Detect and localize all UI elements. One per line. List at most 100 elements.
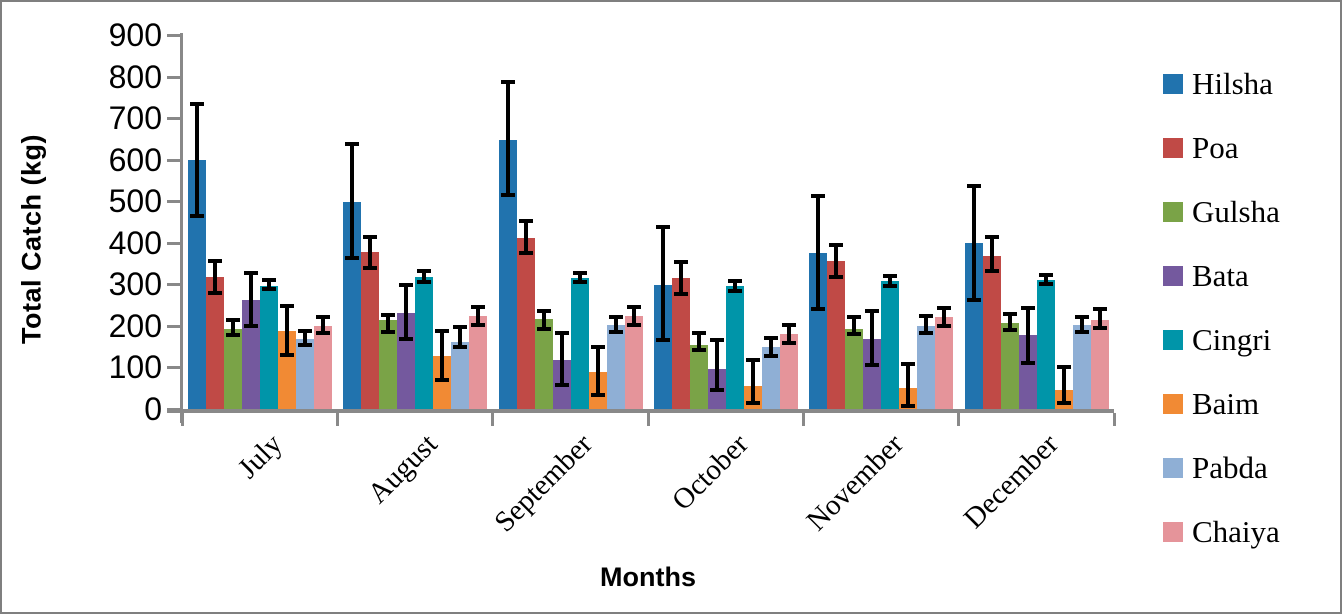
error-bar-poa-august-cap-top (363, 235, 378, 240)
bar-poa-september (516, 237, 535, 409)
y-tick-mark (167, 366, 181, 370)
y-tick-label: 600 (108, 141, 162, 178)
error-bar-poa-september-cap-top (518, 219, 533, 224)
error-bar-gulsha-october (697, 332, 701, 350)
y-tick-label: 100 (108, 349, 162, 386)
error-bar-poa-october (679, 262, 683, 294)
error-bar-gulsha-september-cap-bottom (536, 326, 551, 331)
error-bar-hilsha-december (971, 185, 976, 300)
y-tick-label: 800 (108, 58, 162, 95)
bar-poa-july (206, 276, 224, 409)
error-bar-chaiya-september (631, 307, 636, 326)
error-bar-baim-october-cap-top (746, 357, 760, 362)
bar-hilsha-august (343, 202, 362, 409)
y-tick-label: 700 (108, 100, 162, 137)
error-bar-gulsha-july-cap-top (226, 318, 240, 323)
legend-label: Cingri (1192, 322, 1272, 357)
x-tick-mark (491, 413, 495, 426)
error-bar-baim-october (751, 359, 755, 403)
bar-pabda-december (1072, 325, 1091, 409)
error-bar-gulsha-november-cap-bottom (847, 332, 862, 337)
bar-pabda-august (451, 341, 470, 409)
error-bar-pabda-september (613, 317, 618, 333)
error-bar-chaiya-october-cap-bottom (782, 340, 796, 345)
y-tick-mark (167, 34, 181, 37)
error-bar-cingri-october-cap-top (728, 279, 742, 283)
error-bar-gulsha-august-cap-bottom (381, 330, 396, 335)
error-bar-cingri-october (733, 281, 737, 291)
error-bar-chaiya-october (787, 325, 791, 343)
error-bar-chaiya-august-cap-top (471, 305, 486, 310)
bar-pabda-july (296, 339, 314, 409)
y-tick-mark (167, 75, 181, 79)
error-bar-pabda-november-cap-top (919, 313, 934, 318)
y-tick-mark (167, 200, 181, 204)
legend-item-poa: Poa (1163, 130, 1340, 166)
error-bar-chaiya-september-cap-top (626, 305, 641, 310)
error-bar-gulsha-august-cap-top (381, 313, 396, 318)
bar-chaiya-july (314, 325, 332, 409)
bar-cingri-september (570, 278, 589, 409)
error-bar-chaiya-december-cap-bottom (1092, 325, 1107, 330)
error-bar-gulsha-december (1007, 314, 1012, 331)
error-bar-gulsha-november-cap-top (847, 314, 862, 319)
error-bar-bata-october (715, 339, 719, 391)
error-bar-cingri-august (422, 271, 427, 282)
error-bar-pabda-september-cap-bottom (608, 330, 623, 335)
error-bar-cingri-july-cap-bottom (262, 287, 276, 292)
y-tick-mark (167, 158, 181, 162)
error-bar-hilsha-july (195, 103, 199, 216)
bar-chaiya-november (935, 316, 954, 409)
bar-cingri-july (260, 285, 278, 409)
legend-item-baim: Baim (1163, 386, 1340, 422)
legend-swatch-pabda (1163, 458, 1183, 478)
error-bar-hilsha-november-cap-bottom (811, 307, 826, 312)
error-bar-baim-november (906, 364, 911, 406)
legend-swatch-gulsha (1163, 202, 1183, 222)
error-bar-gulsha-july-cap-bottom (226, 333, 240, 338)
error-bar-gulsha-december-cap-top (1002, 312, 1017, 317)
error-bar-poa-november-cap-top (829, 242, 844, 247)
error-bar-bata-september (559, 332, 564, 386)
error-bar-hilsha-november (816, 196, 821, 310)
bar-poa-october (672, 278, 690, 409)
x-tick-mark (180, 413, 184, 426)
bar-gulsha-july (224, 329, 242, 409)
legend-item-chaiya: Chaiya (1163, 514, 1340, 550)
bar-poa-december (982, 256, 1001, 409)
bar-cingri-august (415, 276, 434, 409)
error-bar-bata-november-cap-bottom (865, 363, 880, 368)
error-bar-hilsha-september (505, 81, 510, 195)
bar-baim-july (278, 331, 296, 409)
error-bar-bata-october-cap-top (710, 337, 724, 342)
y-axis-line (180, 33, 183, 423)
error-bar-pabda-july-cap-top (298, 328, 312, 333)
y-tick-label: 0 (144, 391, 162, 427)
y-tick-label: 900 (108, 17, 162, 53)
bar-bata-december (1018, 335, 1037, 409)
error-bar-cingri-september-cap-top (572, 271, 587, 276)
error-bar-pabda-october (769, 337, 773, 356)
error-bar-poa-august (368, 237, 373, 268)
error-bar-baim-july (285, 305, 289, 355)
bar-baim-august (433, 355, 452, 409)
error-bar-cingri-september-cap-bottom (572, 280, 587, 285)
bar-hilsha-july (188, 159, 206, 409)
error-bar-hilsha-august-cap-top (345, 142, 360, 147)
error-bar-pabda-october-cap-bottom (764, 353, 778, 358)
error-bar-gulsha-august (386, 315, 391, 333)
error-bar-hilsha-october-cap-top (656, 225, 670, 230)
error-bar-hilsha-september-cap-bottom (500, 192, 515, 197)
y-tick-mark (167, 117, 181, 121)
error-bar-bata-july-cap-bottom (244, 323, 258, 328)
error-bar-chaiya-december-cap-top (1092, 307, 1107, 312)
error-bar-bata-december-cap-bottom (1020, 361, 1035, 366)
y-tick-label: 400 (108, 224, 162, 261)
legend-label: Poa (1192, 130, 1239, 165)
error-bar-baim-august (440, 330, 445, 380)
x-axis-line (167, 409, 1114, 413)
error-bar-hilsha-august (350, 144, 355, 259)
legend-item-bata: Bata (1163, 258, 1340, 294)
